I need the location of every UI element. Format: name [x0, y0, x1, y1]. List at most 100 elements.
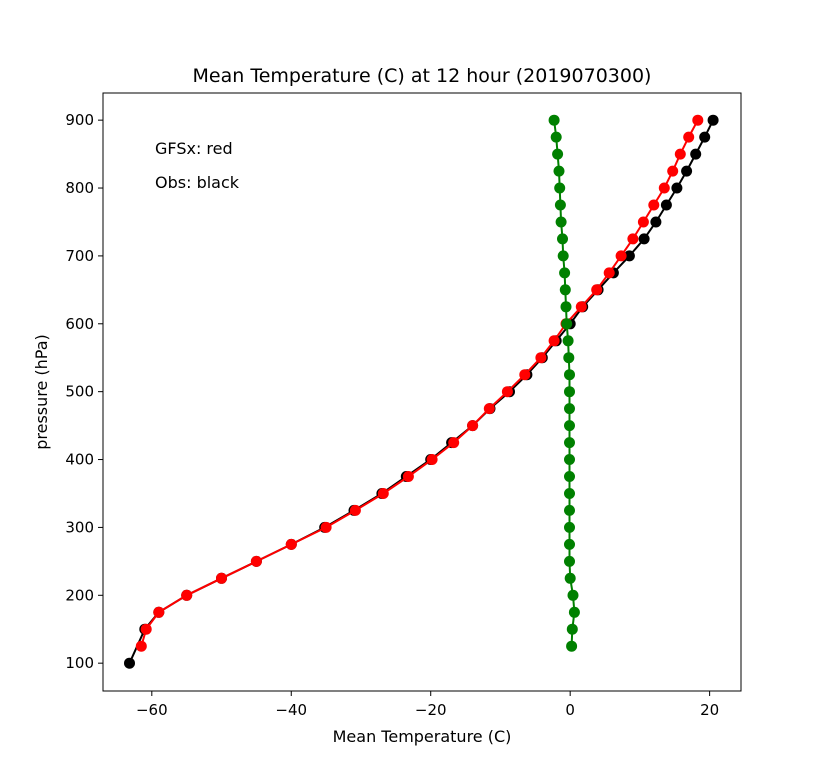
data-point [681, 165, 693, 177]
data-point [638, 233, 650, 245]
series-0 [124, 114, 719, 669]
data-point [591, 284, 603, 296]
data-point [560, 301, 572, 313]
series-line [553, 120, 576, 647]
data-point [501, 386, 513, 398]
data-point [559, 284, 571, 296]
y-tick-label: 200 [65, 586, 94, 604]
data-point [671, 182, 683, 194]
data-point [564, 471, 575, 482]
data-point [564, 420, 575, 432]
y-axis: 100 200 300 400 500 600 700 800 900 [65, 111, 103, 672]
data-point [564, 488, 575, 499]
data-point [140, 623, 152, 635]
y-tick-label: 900 [65, 111, 94, 129]
data-point [564, 403, 575, 415]
data-point [561, 318, 573, 330]
data-point [575, 301, 587, 313]
series-line [140, 119, 699, 647]
data-point [567, 589, 579, 601]
legend-note-gfsx: GFSx: red [155, 139, 233, 158]
series-1 [135, 114, 704, 652]
x-axis-label: Mean Temperature (C) [333, 727, 512, 746]
x-tick-label: 0 [565, 701, 575, 719]
data-point [674, 148, 686, 160]
x-axis: −60 −40 −20 0 20 [136, 691, 719, 719]
data-point [124, 657, 135, 669]
data-point [603, 267, 615, 279]
data-point [519, 369, 531, 381]
y-tick-label: 600 [65, 315, 94, 333]
data-point [483, 403, 495, 415]
data-point [377, 488, 389, 499]
x-tick-label: 20 [700, 701, 719, 719]
data-point [564, 386, 575, 398]
data-point [285, 538, 297, 550]
data-point [564, 521, 575, 533]
series-2 [548, 114, 580, 652]
y-axis-label: pressure (hPa) [32, 334, 51, 450]
data-point [553, 165, 565, 177]
data-point [426, 454, 438, 465]
data-point [683, 131, 695, 143]
data-point [467, 420, 479, 432]
data-point [555, 216, 567, 228]
data-point [548, 335, 560, 347]
data-point [692, 114, 704, 126]
data-point [623, 250, 635, 262]
data-point [554, 199, 566, 211]
y-tick-label: 800 [65, 179, 94, 197]
y-tick-label: 400 [65, 451, 94, 469]
y-tick-label: 700 [65, 247, 94, 265]
data-point [535, 352, 547, 364]
x-tick-label: −20 [415, 701, 447, 719]
data-point [216, 572, 227, 584]
y-tick-label: 100 [65, 654, 94, 672]
data-point [552, 148, 564, 160]
data-point [564, 572, 576, 584]
data-point [448, 437, 460, 449]
data-point [564, 454, 575, 465]
legend-note-obs: Obs: black [155, 173, 240, 192]
data-point [559, 267, 571, 279]
data-point [566, 640, 578, 652]
data-point [554, 182, 566, 194]
data-point [564, 538, 575, 550]
data-point [648, 199, 660, 211]
data-point [562, 335, 574, 347]
data-point [566, 623, 578, 635]
data-point [320, 521, 332, 533]
data-point [181, 589, 193, 601]
data-point [563, 352, 575, 364]
y-tick-label: 300 [65, 518, 94, 536]
data-point [550, 131, 562, 143]
data-point [690, 148, 702, 160]
data-point [349, 504, 361, 516]
data-point [650, 216, 662, 228]
plot-area [124, 114, 719, 669]
x-tick-label: −60 [136, 701, 168, 719]
data-point [667, 165, 679, 177]
data-point [153, 606, 165, 618]
data-point [707, 114, 719, 126]
data-point [615, 250, 627, 262]
data-point [564, 504, 575, 516]
y-tick-label: 500 [65, 383, 94, 401]
data-point [402, 471, 414, 482]
data-point [548, 114, 560, 126]
data-point [627, 233, 639, 245]
data-point [564, 437, 575, 449]
data-point [564, 555, 575, 567]
data-point [135, 640, 147, 652]
data-point [564, 369, 575, 381]
chart-title: Mean Temperature (C) at 12 hour (2019070… [193, 65, 652, 87]
x-tick-label: −40 [275, 701, 307, 719]
data-point [568, 606, 580, 618]
data-point [658, 182, 670, 194]
data-point [637, 216, 649, 228]
data-point [250, 555, 262, 567]
data-point [557, 250, 569, 262]
series-line [128, 119, 714, 664]
data-point [699, 131, 711, 143]
